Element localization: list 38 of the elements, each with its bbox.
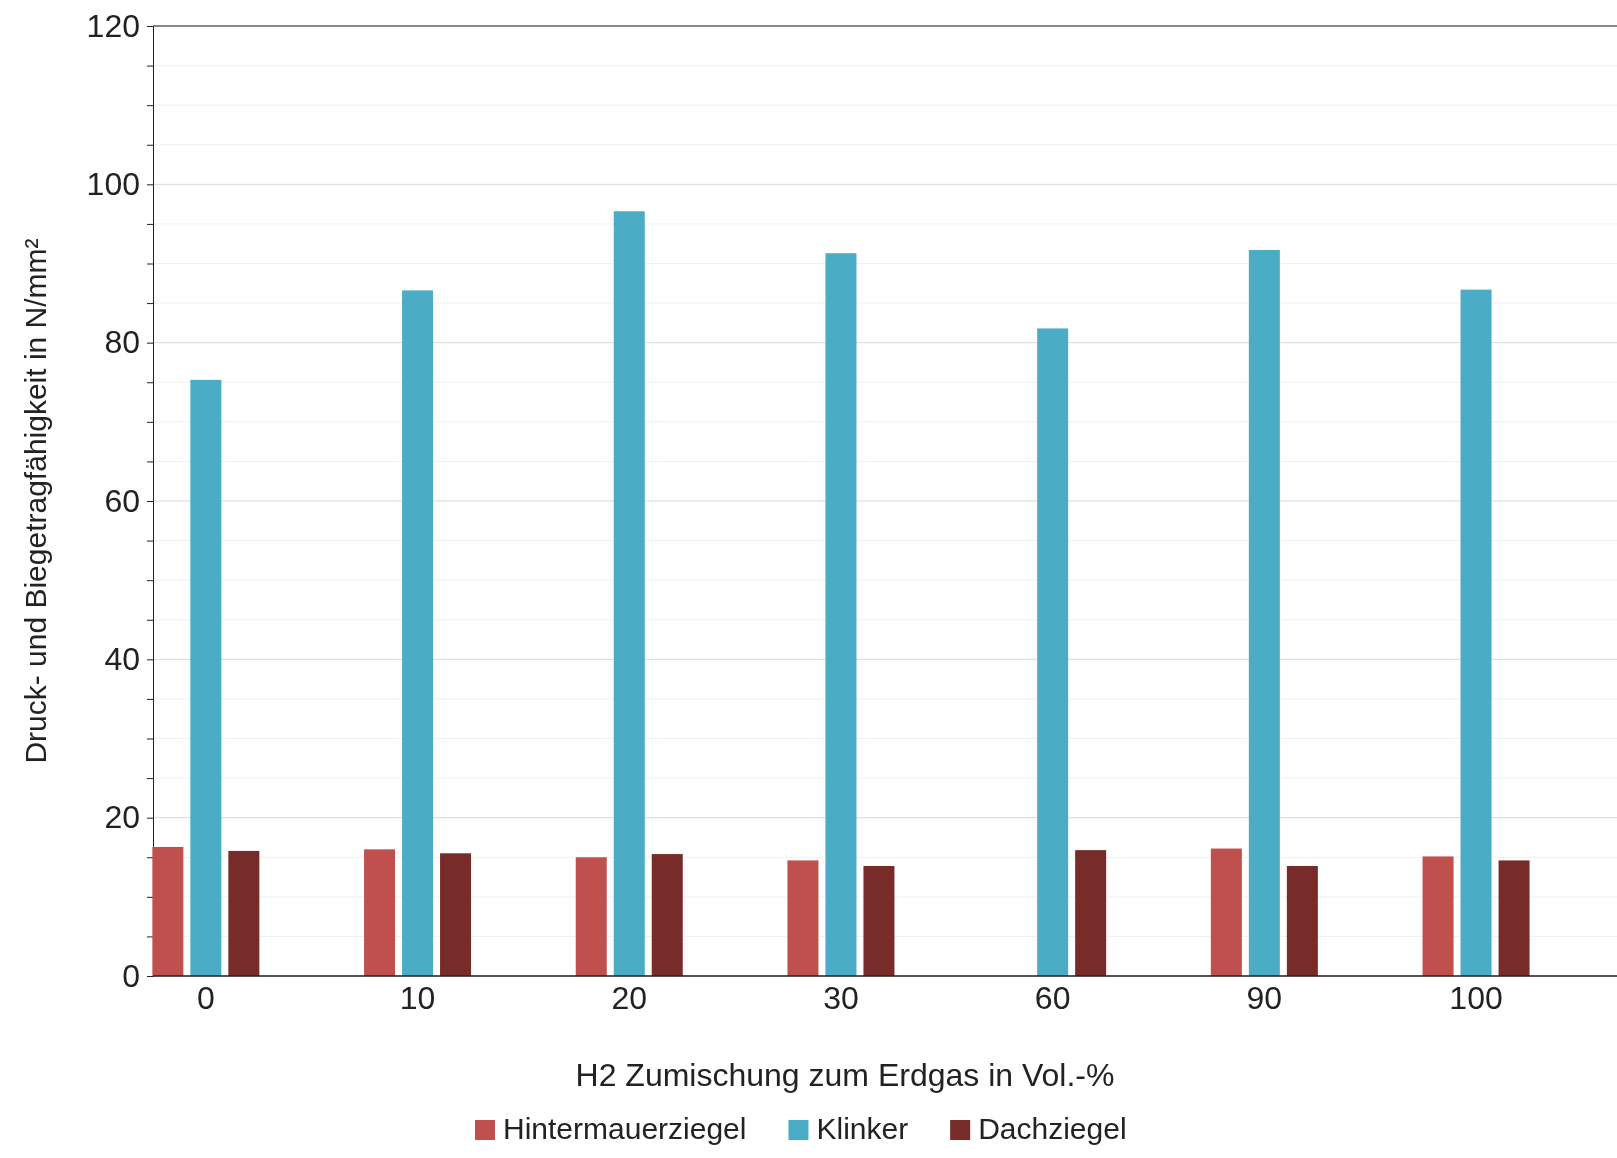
bar [1075, 850, 1107, 976]
bar [1286, 865, 1318, 976]
x-tick-label: 60 [1034, 980, 1071, 1016]
bar [228, 850, 260, 976]
x-axis-title: H2 Zumischung zum Erdgas in Vol.-% [575, 1057, 1115, 1093]
x-tick-label: 0 [196, 980, 215, 1016]
bar [1210, 848, 1242, 976]
x-tick-label: 20 [611, 980, 648, 1016]
bar [1037, 328, 1069, 976]
bar [787, 860, 819, 976]
bar [152, 846, 184, 976]
bar [402, 290, 434, 976]
bar [1422, 856, 1454, 976]
y-tick-label: 40 [104, 641, 140, 678]
legend-label: Dachziegel [978, 1112, 1127, 1145]
x-tick-label: 100 [1449, 980, 1503, 1016]
bar [1460, 289, 1492, 976]
x-tick-label: 30 [823, 980, 859, 1016]
bar [613, 211, 645, 976]
bar [825, 253, 857, 976]
y-tick-label: 20 [104, 799, 140, 836]
legend-label: Klinker [816, 1112, 909, 1145]
bar [575, 857, 607, 976]
y-tick-label: 80 [104, 324, 140, 361]
x-tick-label: 90 [1246, 980, 1283, 1016]
x-tick-label: 10 [399, 980, 436, 1016]
bar [190, 379, 222, 976]
y-tick-label: 100 [86, 166, 140, 203]
bar [1248, 250, 1280, 976]
legend-label: Hintermauerziegel [503, 1112, 747, 1145]
y-tick-label: 60 [104, 482, 140, 519]
bar [364, 849, 396, 976]
bar [1498, 860, 1530, 976]
bar [863, 865, 895, 976]
y-tick-label: 120 [86, 7, 140, 44]
y-axis-title: Druck- und Biegetragfähigkeit in N/mm² [19, 238, 52, 764]
bar [651, 854, 683, 976]
bar [440, 853, 472, 976]
